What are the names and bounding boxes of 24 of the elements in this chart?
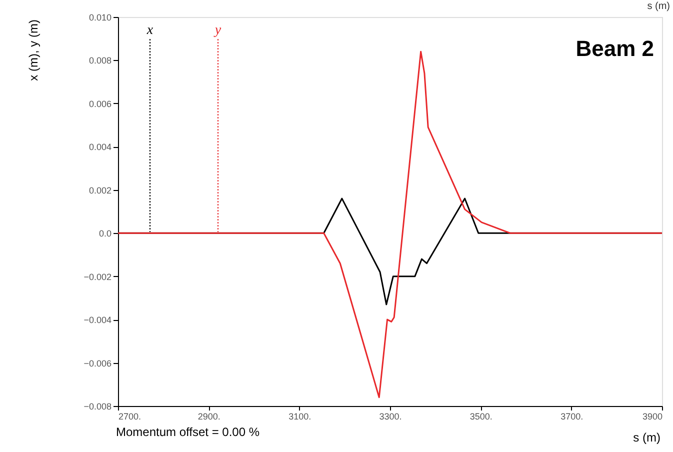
x-tick-label: 3100. (288, 412, 312, 422)
y-tick-label: −0.008 (84, 402, 112, 412)
y-tick-label: 0.004 (88, 142, 112, 152)
y-tick-label: 0.006 (88, 98, 112, 109)
x-tick-label: 2700. (118, 412, 142, 422)
x-axis-title: s (m) (633, 430, 660, 444)
y-tick-label: 0.008 (88, 56, 112, 66)
y-tick-label: −0.006 (84, 358, 112, 368)
x-tick-label: 3900 (642, 412, 662, 422)
text: s (m) (647, 1, 670, 12)
text: x (146, 23, 154, 38)
y-axis-title: x (m), y (m) (26, 19, 40, 81)
text: Momentum offset = 0.00 % (116, 425, 260, 439)
y-tick-label: 0.010 (88, 12, 112, 22)
text: y (212, 23, 222, 38)
x-tick-label: 3500. (470, 412, 492, 422)
y-tick-label: −0.004 (84, 315, 112, 326)
y-tick-label: −0.002 (84, 272, 112, 282)
x-tick-label: 2900. (198, 412, 220, 422)
annotation: Beam 2 (576, 36, 654, 61)
x-tick-label: 3300. (379, 412, 402, 422)
y-tick-label: 0.0 (98, 228, 112, 239)
x-tick-label: 3700. (560, 412, 584, 422)
y-tick-label: 0.002 (88, 185, 112, 196)
